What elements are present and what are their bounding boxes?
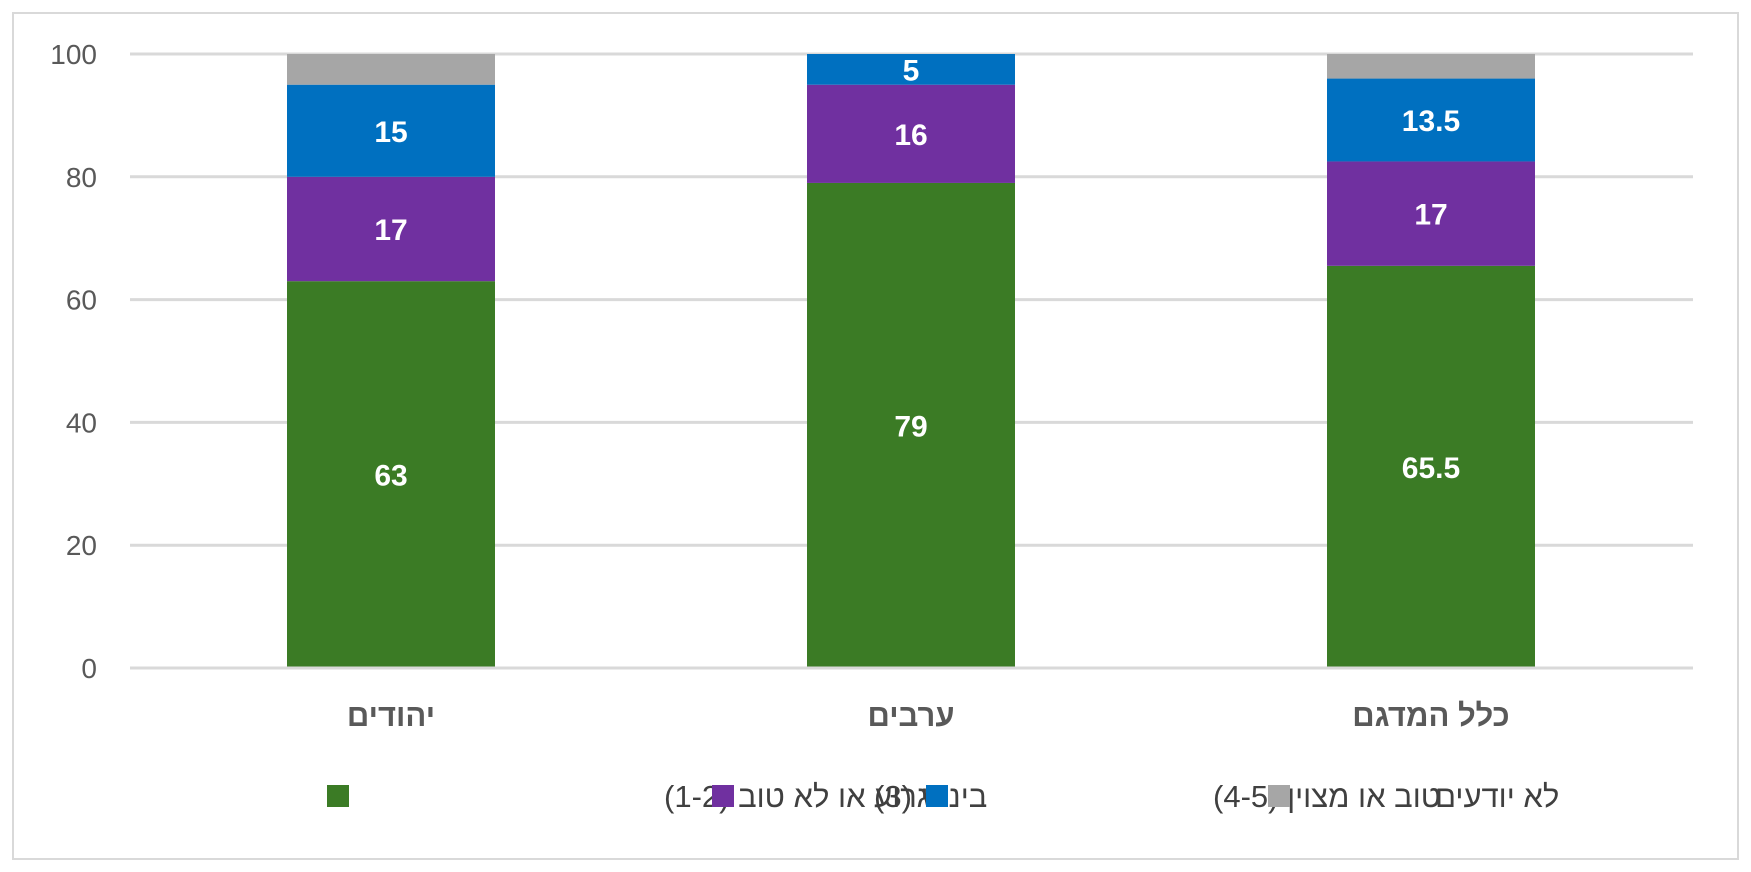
bar-segment-1-4 [287,54,495,85]
data-label-2-3: 5 [903,54,920,87]
bar-segment-3-4 [1327,54,1535,79]
bar-segment-1-3 [287,84,495,177]
bar-segment-3-1 [1327,265,1535,668]
data-label-1-1: 63 [374,460,407,493]
y-tick-label-60: 60 [66,285,97,316]
x-axis-category-labels: יהודים ערבים כלל המדגם [347,698,1510,733]
data-label-1-2: 17 [374,214,407,247]
y-tick-label-40: 40 [66,407,97,438]
legend-swatch-4 [1268,785,1290,807]
y-tick-label-100: 100 [50,39,97,70]
y-tick-label-80: 80 [66,162,97,193]
bar-segment-3-3 [1327,78,1535,162]
category-label-1: יהודים [347,698,435,733]
bar-segment-1-1 [287,281,495,668]
legend-label-1: גרוע או לא טוב (1-2) [664,779,930,814]
bars [287,54,1535,668]
data-label-1-3: 15 [374,116,407,149]
y-tick-label-20: 20 [66,530,97,561]
bar-segment-3-2 [1327,161,1535,266]
bar-segment-1-2 [287,176,495,282]
legend-swatch-1 [327,785,349,807]
bar-segment-2-3 [807,54,1015,85]
y-axis-tick-labels: 0 20 40 60 80 100 [50,39,97,684]
legend-label-4: לא יודעים [1435,779,1559,814]
legend-swatch-2 [712,785,734,807]
bar-segment-2-1 [807,182,1015,668]
data-label-2-1: 79 [894,410,927,443]
bar-segment-2-2 [807,84,1015,183]
data-label-3-1: 65.5 [1402,452,1460,485]
data-label-3-2: 17 [1414,199,1447,232]
legend: גרוע או לא טוב (1-2)בינוני (3) טוב או מצו… [327,779,1559,814]
data-labels: 63 17 15 79 16 5 65.5 17 13.5 [374,54,1460,492]
data-label-3-3: 13.5 [1402,105,1460,138]
legend-label-3: טוב או מצוין (4-5) [1213,779,1441,814]
y-tick-label-0: 0 [81,653,97,684]
legend-swatch-3 [926,785,948,807]
data-label-2-2: 16 [894,119,927,152]
category-label-2: ערבים [867,698,954,733]
category-label-3: כלל המדגם [1352,698,1509,733]
